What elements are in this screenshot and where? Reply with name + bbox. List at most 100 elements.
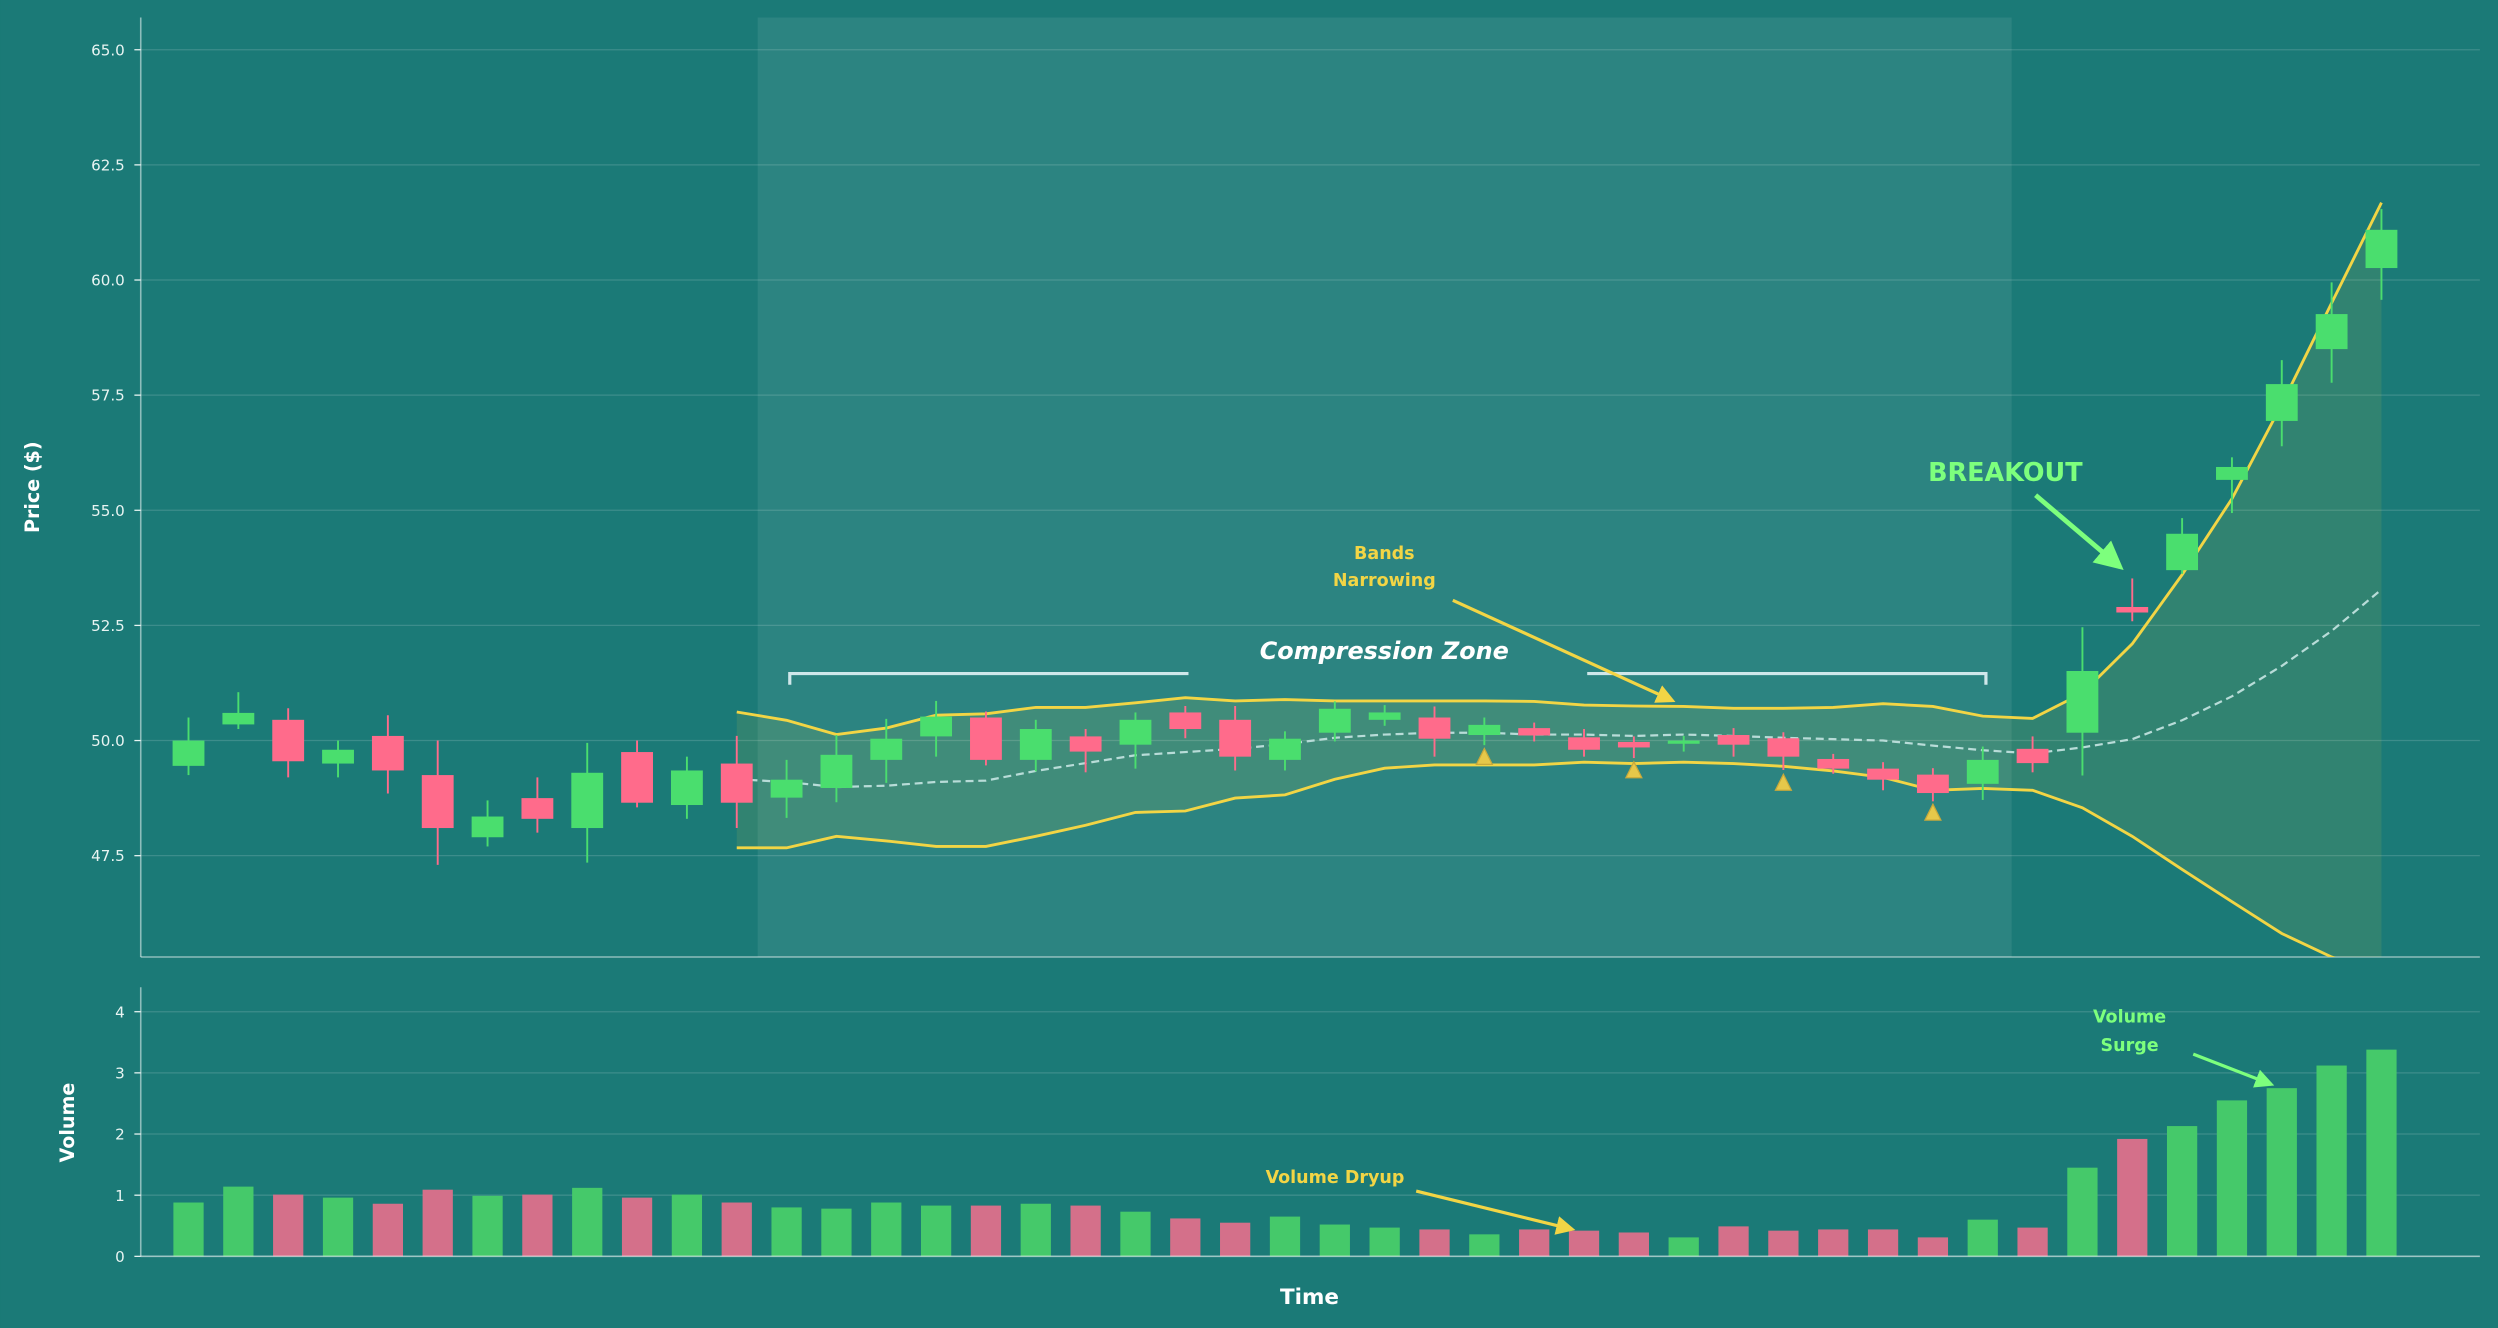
volume-bar <box>2017 1227 2048 1257</box>
squeeze-marker <box>1774 772 1793 791</box>
compression-bracket-right <box>1587 671 1988 685</box>
volume-bar <box>1519 1229 1550 1257</box>
candle-body <box>1468 724 1501 736</box>
volume-bar <box>920 1205 952 1257</box>
candle-body <box>970 717 1002 760</box>
volume-bar <box>2266 1088 2297 1257</box>
volume-bar <box>372 1203 403 1257</box>
volume-bar <box>2166 1126 2198 1257</box>
squeeze-marker <box>1923 802 1942 821</box>
volume-bar <box>1917 1237 1949 1257</box>
volume-tick-label: 1 <box>115 1187 125 1205</box>
candle-body <box>1318 708 1351 733</box>
volume-bar <box>1768 1230 1799 1257</box>
volume-bar <box>621 1197 653 1257</box>
squeeze-marker <box>1475 747 1494 766</box>
price-tick-label: 60.0 <box>91 272 125 290</box>
volume-bar <box>1668 1237 1699 1257</box>
volume-bar <box>1568 1230 1600 1257</box>
candle-body <box>820 754 853 788</box>
candle-body <box>1269 738 1301 760</box>
candle-body <box>521 798 554 819</box>
volume-bar <box>1867 1229 1899 1257</box>
candle-body <box>421 775 454 829</box>
candle-body <box>2066 671 2099 733</box>
candle-body <box>1219 719 1252 757</box>
candle-body <box>2315 314 2348 350</box>
price-tick-label: 52.5 <box>91 617 125 635</box>
volume-tick-label: 4 <box>115 1003 125 1021</box>
candle-body <box>2116 606 2149 613</box>
price-tick-label: 65.0 <box>91 41 125 59</box>
bands-narrowing-label-line2: Narrowing <box>1333 571 1436 591</box>
candle-body <box>870 738 903 760</box>
volume-bar <box>1220 1222 1251 1257</box>
volume-bar <box>1070 1205 1101 1257</box>
squeeze-marker <box>1624 760 1643 779</box>
volume-bar <box>970 1205 1002 1257</box>
volume-bar <box>522 1194 553 1257</box>
candle-body <box>1418 717 1451 739</box>
volume-bar <box>2216 1100 2248 1257</box>
candle-body <box>1617 741 1650 748</box>
volume-bar <box>223 1186 254 1257</box>
candle-body <box>770 779 803 798</box>
candle-body <box>1867 768 1899 780</box>
volume-bar <box>1419 1229 1450 1257</box>
volume-bar <box>671 1194 703 1257</box>
candle-body <box>1717 735 1750 745</box>
bollinger-upper-line <box>736 202 2383 737</box>
candle-body <box>1916 774 1949 794</box>
volume-dryup-arrow <box>1415 1189 1576 1235</box>
bollinger-middle-line <box>736 588 2383 789</box>
volume-panel: 0 1 2 3 4 <box>115 987 2480 1266</box>
price-tick-label: 55.0 <box>91 502 125 520</box>
volume-surge-arrow <box>2192 1052 2275 1088</box>
price-tick-label: 50.0 <box>91 732 125 750</box>
volume-tick-label: 0 <box>115 1248 125 1266</box>
candle-body <box>720 763 753 803</box>
candle-body <box>1518 728 1551 736</box>
volume-bar <box>2366 1049 2397 1257</box>
volume-surge-label-line1: Volume <box>2093 1007 2166 1027</box>
volume-bar <box>1269 1216 1301 1257</box>
candle-body <box>2166 533 2199 571</box>
volume-bar <box>173 1202 204 1257</box>
candle-body <box>2265 384 2298 421</box>
candle-body <box>571 772 604 829</box>
candle-body <box>172 740 205 766</box>
candle-body <box>371 735 404 771</box>
candle-body <box>2216 466 2248 480</box>
price-tick-label: 47.5 <box>91 847 125 865</box>
volume-bar <box>771 1207 802 1257</box>
candle-body <box>272 719 305 762</box>
volume-bar <box>1967 1219 1998 1257</box>
candle-body <box>1966 759 1999 784</box>
candle-body <box>1767 738 1800 757</box>
volume-bar <box>472 1195 503 1257</box>
volume-bar <box>2316 1065 2347 1257</box>
candle-body <box>1169 712 1202 730</box>
candle-body <box>2016 748 2049 764</box>
candle-body <box>471 816 504 838</box>
volume-bar <box>1818 1229 1849 1257</box>
breakout-arrow <box>2034 493 2124 570</box>
volume-axis-label: Volume <box>56 1083 79 1163</box>
volume-bar <box>1469 1234 1500 1257</box>
candle-body <box>670 770 703 806</box>
volume-bar <box>2117 1138 2148 1257</box>
candle-body <box>1019 729 1052 760</box>
volume-bar <box>1319 1224 1350 1257</box>
time-axis-label: Time <box>1280 1285 1339 1310</box>
candle-body <box>1119 719 1152 745</box>
compression-zone-shade <box>757 17 2012 957</box>
breakout-label: BREAKOUT <box>1928 458 2083 488</box>
candle-body <box>322 749 354 764</box>
volume-bar <box>1369 1227 1400 1257</box>
volume-bar <box>2067 1167 2098 1257</box>
volume-surge-label-line2: Surge <box>2101 1036 2159 1056</box>
volume-bar <box>1718 1226 1749 1257</box>
candle-body <box>1069 736 1102 752</box>
